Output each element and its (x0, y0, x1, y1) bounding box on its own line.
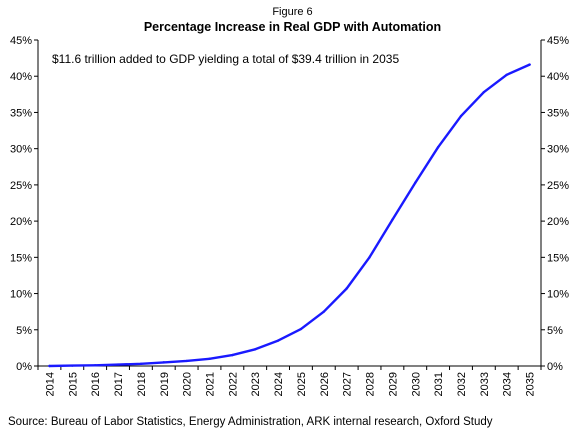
y-tick-label-right: 25% (547, 180, 569, 192)
data-point (93, 364, 97, 367)
x-tick-label: 2018 (136, 372, 148, 396)
data-point (276, 339, 280, 342)
data-point (185, 359, 188, 363)
x-tick-label: 2026 (319, 372, 331, 396)
data-point (299, 327, 303, 331)
y-tick-label-left: 5% (16, 325, 32, 337)
x-tick-label: 2032 (456, 372, 468, 396)
x-tick-label: 2029 (387, 372, 399, 396)
data-point (48, 364, 51, 368)
x-tick-label: 2034 (502, 372, 514, 396)
data-point (208, 357, 211, 360)
data-point (459, 114, 463, 118)
x-tick-label: 2023 (250, 372, 262, 396)
y-tick-label-left: 20% (10, 216, 32, 228)
data-point (231, 353, 234, 357)
x-tick-label: 2030 (410, 372, 422, 396)
y-tick-label-right: 45% (547, 35, 569, 47)
x-tick-label: 2033 (479, 372, 491, 396)
data-point (482, 90, 486, 94)
axes (34, 39, 545, 370)
y-tick-label-left: 45% (10, 35, 32, 47)
data-point (436, 146, 440, 149)
y-tick-label-left: 25% (10, 180, 32, 192)
series-layer (48, 63, 531, 368)
y-tick-label-right: 40% (547, 71, 569, 83)
figure-label: Figure 6 (272, 6, 313, 18)
chart-title: Percentage Increase in Real GDP with Aut… (143, 20, 442, 34)
x-tick-label: 2027 (342, 372, 354, 396)
data-point (391, 218, 394, 221)
x-tick-label: 2019 (159, 372, 171, 396)
data-point (322, 310, 325, 313)
data-point (345, 287, 348, 290)
data-point (71, 364, 74, 367)
x-tick-label: 2022 (227, 372, 239, 396)
y-tick-label-left: 15% (10, 252, 32, 264)
x-tick-label: 2024 (273, 372, 285, 396)
x-tick-label: 2035 (525, 372, 537, 396)
y-tick-label-left: 0% (16, 361, 32, 373)
data-point (505, 73, 508, 76)
y-tick-label-right: 0% (547, 361, 563, 373)
data-point (528, 63, 531, 66)
data-point (139, 362, 143, 366)
y-tick-label-right: 30% (547, 144, 569, 156)
data-point (162, 361, 165, 364)
y-tick-label-left: 10% (10, 289, 32, 301)
chart-annotation: $11.6 trillion added to GDP yielding a t… (52, 52, 399, 66)
x-tick-label: 2020 (182, 372, 194, 396)
x-tick-label: 2021 (204, 372, 216, 396)
y-tick-label-right: 5% (547, 325, 563, 337)
y-tick-label-right: 15% (547, 252, 569, 264)
source-note: Source: Bureau of Labor Statistics, Ener… (8, 416, 493, 428)
data-point (368, 256, 371, 259)
y-tick-label-right: 10% (547, 289, 569, 301)
data-point (254, 348, 257, 351)
x-tick-label: 2028 (365, 372, 377, 396)
y-tick-label-left: 35% (10, 107, 32, 119)
data-point (414, 181, 417, 184)
x-tick-label: 2015 (67, 372, 79, 396)
y-tick-label-left: 40% (10, 71, 32, 83)
x-tick-label: 2016 (90, 372, 102, 396)
x-tick-label: 2017 (113, 372, 125, 396)
y-tick-label-right: 35% (547, 107, 569, 119)
tick-labels: 0% 0% 5% 5% 10% 10% 15% 15% 20% 20% 25% 25% 30% 30% 35… (10, 35, 569, 396)
y-tick-label-left: 30% (10, 144, 32, 156)
x-tick-label: 2025 (296, 372, 308, 396)
data-point (116, 363, 120, 366)
series-line (48, 63, 531, 368)
x-tick-label: 2014 (44, 372, 56, 396)
x-tick-label: 2031 (433, 372, 445, 396)
y-tick-label-right: 20% (547, 216, 569, 228)
